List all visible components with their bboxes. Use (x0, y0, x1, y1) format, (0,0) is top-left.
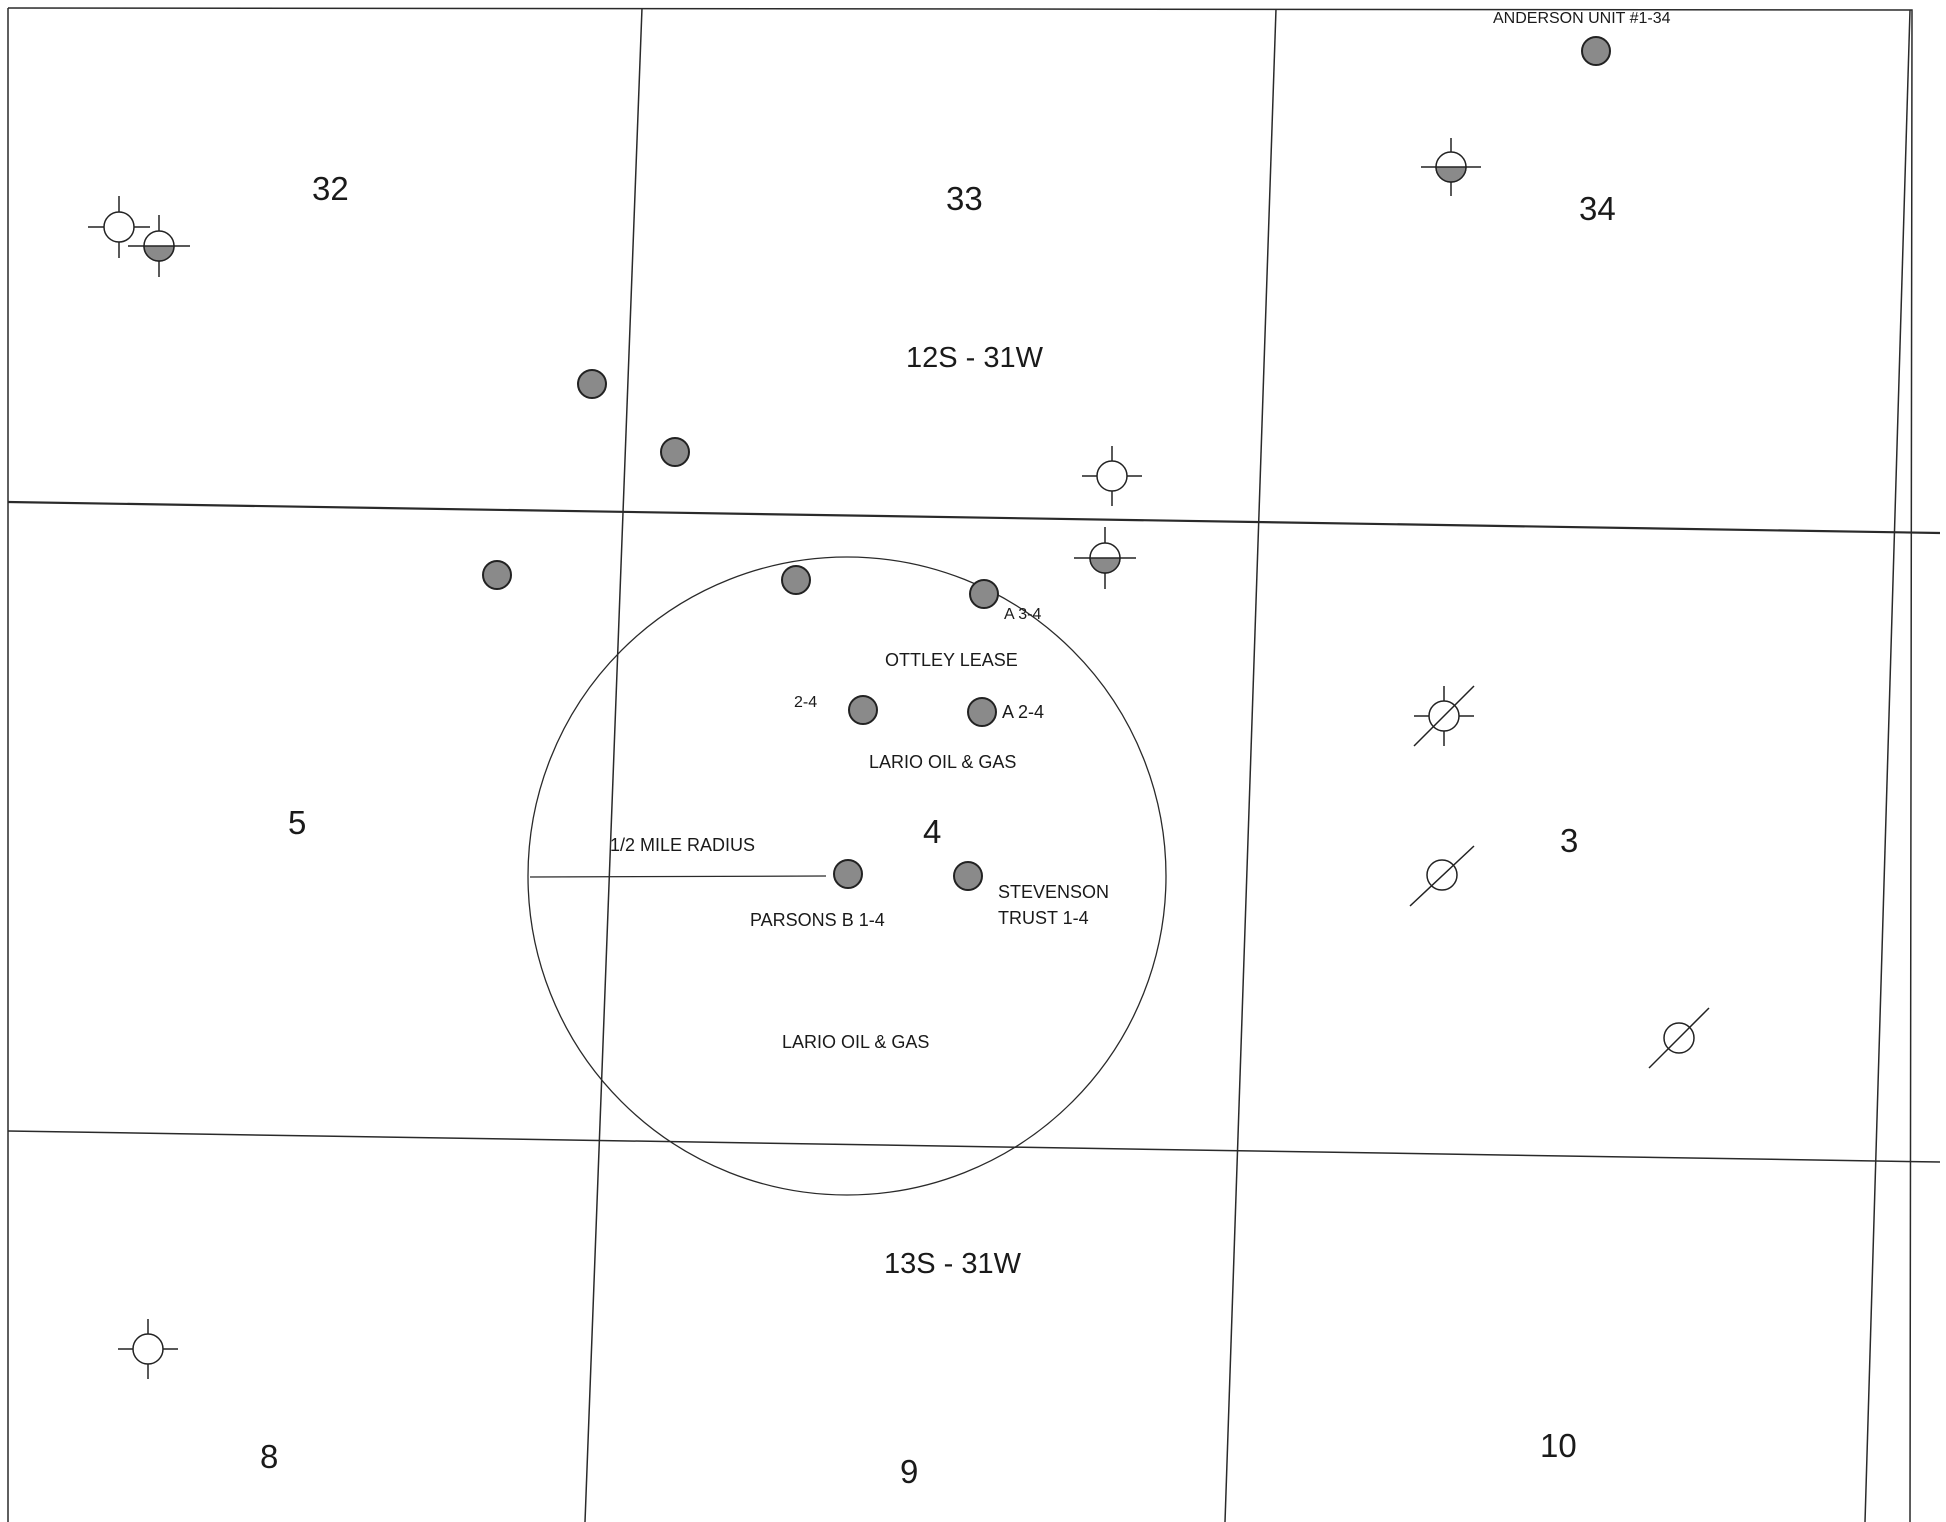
label-parsons: PARSONS B 1-4 (750, 910, 885, 930)
label-half-mile-radius: 1/2 MILE RADIUS (610, 835, 756, 855)
label-stevenson-2: TRUST 1-4 (998, 908, 1089, 928)
section-32: 32 (312, 170, 349, 207)
location-symbols (88, 196, 1142, 1379)
label-stevenson-1: STEVENSON (998, 882, 1110, 902)
label-ottley-lease: OTTLEY LEASE (885, 650, 1018, 670)
well-icon (660, 437, 690, 467)
well-icon-a24 (967, 697, 997, 727)
well-icon (577, 369, 607, 399)
location-icon (1082, 446, 1142, 506)
section-line-middle (1224, 8, 1277, 1522)
plugged-well-icon (1648, 1007, 1710, 1069)
oil-gas-well-icon (1421, 138, 1481, 196)
plugged-well-icon (1409, 845, 1475, 907)
section-10: 10 (1540, 1427, 1577, 1464)
radius-line (529, 875, 827, 878)
well-icon-anderson (1581, 36, 1611, 66)
township-line (7, 500, 1941, 535)
dry-hole-icon (1413, 685, 1475, 747)
location-icon (88, 196, 150, 258)
location-icon (118, 1319, 178, 1379)
dry-hole-symbols (1413, 685, 1475, 747)
section-4: 4 (923, 813, 942, 850)
oil-gas-symbols (128, 138, 1481, 589)
label-a-2-4: A 2-4 (1002, 702, 1045, 722)
section-grid (7, 7, 1941, 1522)
well-icon-parsons (833, 859, 863, 889)
section-5: 5 (288, 804, 307, 841)
oil-gas-well-icon (1074, 527, 1136, 589)
oil-gas-well-icon (128, 215, 190, 277)
label-lario-upper: LARIO OIL & GAS (869, 752, 1017, 772)
section-3: 3 (1560, 822, 1579, 859)
township-label-north: 12S - 31W (906, 342, 1043, 374)
township-label-south: 13S - 31W (884, 1248, 1021, 1280)
label-a-3-4: A 3-4 (1004, 606, 1042, 623)
section-line-east (1864, 9, 1911, 1522)
section-9: 9 (900, 1453, 919, 1490)
well-icon-a34 (969, 579, 999, 609)
label-lario-lower: LARIO OIL & GAS (782, 1032, 930, 1052)
section-line-west (584, 7, 643, 1522)
oil-wells (482, 36, 1611, 891)
well-icon-stevenson (953, 861, 983, 891)
well-icon (482, 560, 512, 590)
section-34: 34 (1579, 190, 1616, 227)
well-icon-2-4 (848, 695, 878, 725)
label-2-4: 2-4 (794, 694, 818, 711)
half-mile-radius (527, 556, 1167, 1196)
label-anderson-unit: ANDERSON UNIT #1-34 (1493, 10, 1671, 27)
well-icon (781, 565, 811, 595)
section-8: 8 (260, 1438, 279, 1475)
radius-circle (527, 556, 1167, 1196)
section-line-south (7, 1130, 1941, 1163)
section-33: 33 (946, 180, 983, 217)
plugged-symbols (1409, 845, 1710, 1069)
